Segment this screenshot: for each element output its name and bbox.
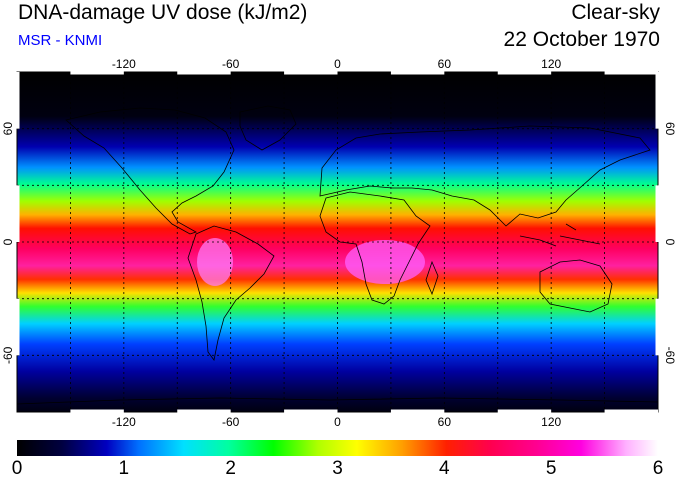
source-label: MSR - KNMI [18,32,103,49]
coastline-south-america [187,225,275,361]
colorbar-tick-label: 0 [11,458,23,479]
coastline-antarctica [16,397,659,405]
lat-tick-label-left: 0 [1,238,15,245]
lat-tick-label-right: -60 [663,347,677,365]
lat-tick-label-left: 60 [1,122,15,136]
colorbar-tick-label: 6 [652,458,664,479]
lat-tick-label-right: 0 [663,239,677,246]
lon-tick-label-bottom: -60 [222,415,240,429]
map-title: DNA-damage UV dose (kJ/m2) [18,1,308,24]
colorbar-tick-label: 4 [439,458,450,479]
colorbar-tick-label: 2 [225,458,236,479]
lon-tick-label-top: 0 [334,57,341,71]
coastline-europe-asia [319,125,651,227]
graticule [17,72,658,412]
africa-peak [345,240,425,284]
coastline-africa [319,191,431,305]
coastline-greenland [239,105,297,151]
lon-tick-label-bottom: 120 [541,415,561,429]
coastline-indonesia [519,223,601,247]
date-label: 22 October 1970 [503,28,660,51]
lon-tick-label-bottom: -120 [112,415,136,429]
colorbar-tick-label: 1 [118,458,130,479]
lon-tick-label-top: 60 [438,57,452,71]
colorbar-tick-label: 3 [332,458,343,479]
lon-tick-label-top: -120 [112,57,136,71]
coastline-madagascar [425,260,439,296]
frame-tick-marks [16,71,659,413]
lat-tick-label-left: -60 [1,346,15,364]
coastline-australia [539,259,613,313]
colorbar-tick-label: 5 [545,458,557,479]
lon-tick-label-bottom: 0 [334,415,341,429]
sky-condition-label: Clear-sky [571,1,660,24]
lon-tick-label-bottom: 60 [438,415,452,429]
lon-tick-label-top: 120 [541,57,561,71]
lat-tick-label-right: 60 [663,122,677,136]
axis-labels: -120 -120 -60 -60 0 0 60 60 120 120 60 60 0 0 -60 -60 [1,57,677,429]
colorbar [17,440,658,456]
south-america-peak [197,238,233,286]
lon-tick-label-top: -60 [222,57,240,71]
